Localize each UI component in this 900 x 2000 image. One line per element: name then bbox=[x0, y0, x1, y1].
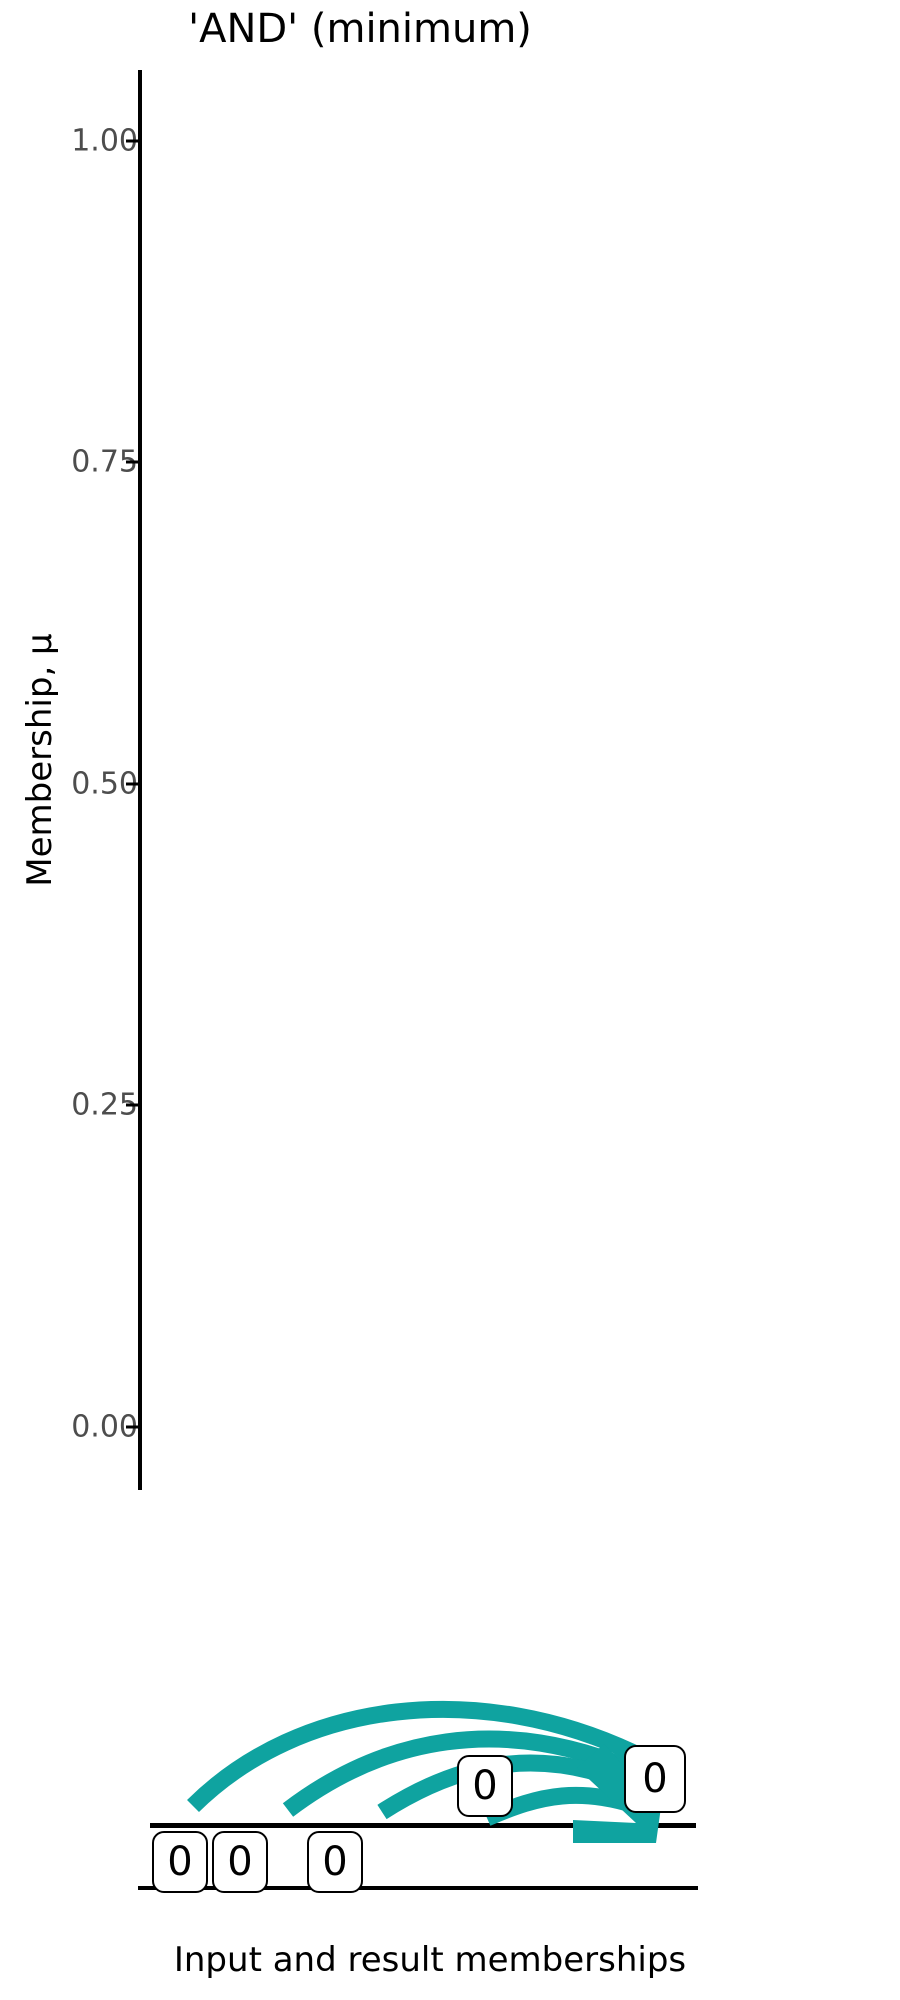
x-axis-title: Input and result memberships bbox=[173, 1940, 687, 1980]
input-box-4[interactable]: 0 bbox=[457, 1755, 513, 1817]
input-box-1[interactable]: 0 bbox=[152, 1831, 208, 1893]
y-tick-mark-0.25 bbox=[126, 1103, 138, 1107]
chart-title: 'AND' (minimum) bbox=[188, 6, 532, 52]
zero-baseline bbox=[150, 1823, 696, 1828]
input-box-3[interactable]: 0 bbox=[307, 1831, 363, 1893]
y-tick-mark-0.00 bbox=[126, 1425, 138, 1429]
x-axis-line bbox=[138, 1886, 698, 1890]
y-tick-mark-0.50 bbox=[126, 782, 138, 786]
y-axis-line bbox=[138, 70, 142, 1490]
input-box-2[interactable]: 0 bbox=[212, 1831, 268, 1893]
result-box[interactable]: 0 bbox=[624, 1745, 686, 1813]
y-tick-mark-1.00 bbox=[126, 139, 138, 143]
y-tick-mark-0.75 bbox=[126, 460, 138, 464]
y-axis-ticks: 1.00 0.75 0.50 0.25 0.00 bbox=[0, 0, 138, 2000]
